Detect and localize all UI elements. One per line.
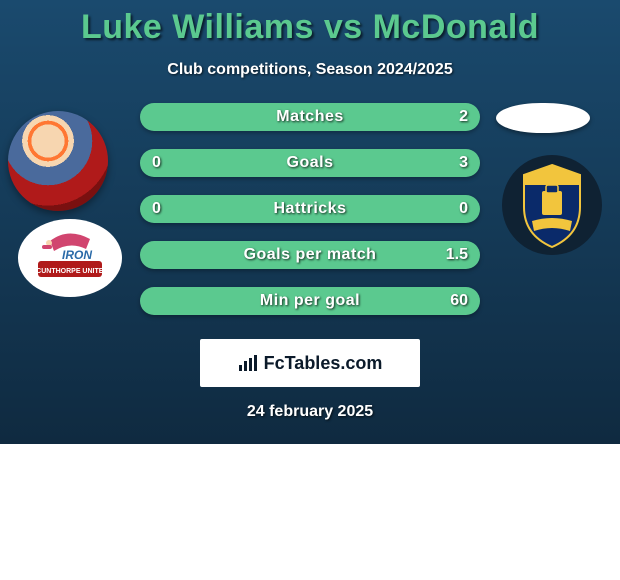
club-left-icon: SCUNTHORPE UNITED IRON xyxy=(18,219,122,297)
svg-text:IRON: IRON xyxy=(62,248,92,262)
player-left-avatar xyxy=(8,111,108,211)
stat-label: Hattricks xyxy=(274,200,347,218)
stats-bars: Matches 2 0 Goals 3 0 Hattricks 0 Goals … xyxy=(140,103,480,333)
stat-right-value: 2 xyxy=(459,108,468,126)
stat-bar-matches: Matches 2 xyxy=(140,103,480,131)
stat-bar-hattricks: 0 Hattricks 0 xyxy=(140,195,480,223)
stat-left-value: 0 xyxy=(152,154,161,172)
club-right-icon xyxy=(502,155,602,255)
stat-right-value: 3 xyxy=(459,154,468,172)
source-logo: FcTables.com xyxy=(200,339,420,387)
subtitle: Club competitions, Season 2024/2025 xyxy=(0,61,620,79)
stat-left-value: 0 xyxy=(152,200,161,218)
date-text: 24 february 2025 xyxy=(0,403,620,421)
stat-right-value: 1.5 xyxy=(446,246,468,264)
player-left-club-badge: SCUNTHORPE UNITED IRON xyxy=(18,219,122,297)
stat-label: Min per goal xyxy=(260,292,360,310)
comparison-card: Luke Williams vs McDonald Club competiti… xyxy=(0,0,620,444)
stat-bar-min-per-goal: Min per goal 60 xyxy=(140,287,480,315)
stat-right-value: 60 xyxy=(450,292,468,310)
stat-label: Matches xyxy=(276,108,344,126)
logo-text: FcTables.com xyxy=(264,353,383,374)
stat-label: Goals xyxy=(287,154,334,172)
stat-label: Goals per match xyxy=(244,246,377,264)
player-right-avatar-placeholder xyxy=(496,103,590,133)
stat-right-value: 0 xyxy=(459,200,468,218)
stat-bar-goals-per-match: Goals per match 1.5 xyxy=(140,241,480,269)
stat-bar-goals: 0 Goals 3 xyxy=(140,149,480,177)
bars-icon xyxy=(238,355,258,371)
player-right-club-badge xyxy=(502,155,602,255)
page-title: Luke Williams vs McDonald xyxy=(0,8,620,47)
svg-text:SCUNTHORPE UNITED: SCUNTHORPE UNITED xyxy=(31,268,108,275)
